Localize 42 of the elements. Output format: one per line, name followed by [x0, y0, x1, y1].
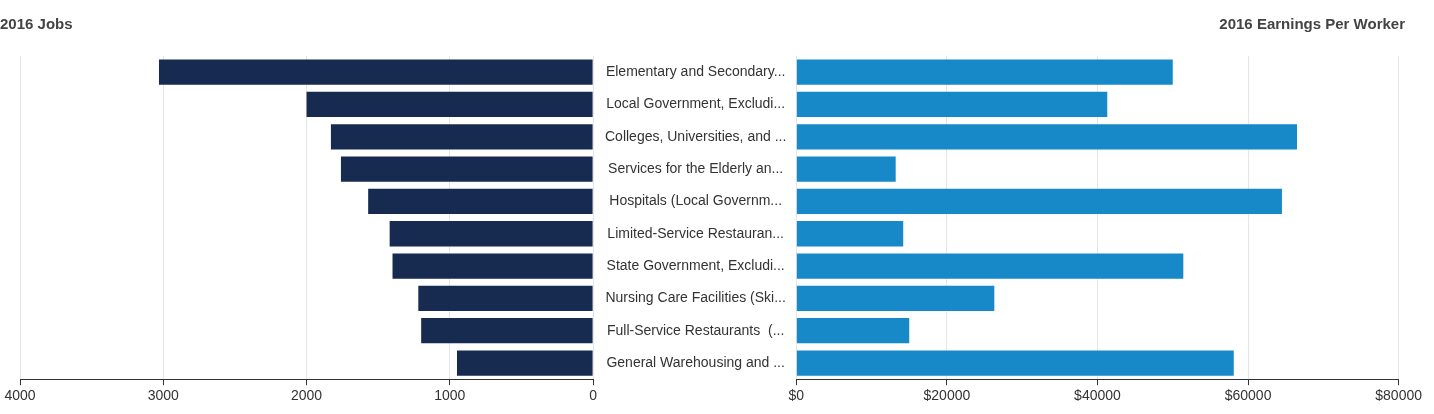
x-tick-label: 0: [589, 387, 598, 404]
bar: [796, 156, 896, 182]
bar: [340, 156, 593, 182]
bar: [796, 91, 1108, 118]
chart-title: 2016 Earnings Per Worker: [1219, 15, 1406, 33]
bar: [158, 59, 593, 85]
y-tick-label: Limited-Service Restauran...: [607, 224, 784, 241]
bar: [392, 253, 593, 279]
bar: [796, 253, 1184, 279]
bar: [796, 221, 904, 247]
bar: [421, 318, 593, 344]
bar: [389, 221, 593, 247]
y-tick-label: Local Government, Excludi...: [606, 95, 786, 112]
x-tick-label: 4000: [4, 387, 36, 404]
y-tick-label: Services for the Elderly an...: [608, 159, 784, 176]
y-tick-label: State Government, Excludi...: [606, 256, 785, 273]
bar: [796, 188, 1282, 215]
bar: [796, 124, 1297, 150]
y-tick-label: Elementary and Secondary...: [605, 63, 786, 80]
y-tick-label: Hospitals (Local Governm...: [609, 192, 783, 209]
y-tick-label: Nursing Care Facilities (Ski...: [605, 289, 786, 306]
bar: [306, 91, 593, 118]
x-tick-label: $60000: [1224, 387, 1272, 404]
x-tick-label: $40000: [1074, 387, 1122, 404]
y-tick-label: Full-Service Restaurants (...: [606, 321, 785, 338]
x-tick-label: $0: [788, 387, 805, 404]
bar: [796, 318, 910, 344]
bar: [456, 350, 593, 376]
y-tick-label: Colleges, Universities, and ...: [605, 127, 787, 144]
chart-title: 2016 Jobs: [0, 15, 73, 33]
bar: [796, 285, 995, 312]
x-tick-label: 1000: [434, 387, 466, 404]
x-tick-label: 3000: [147, 387, 180, 404]
x-tick-label: 2000: [290, 387, 323, 404]
bar: [796, 350, 1234, 376]
bar: [418, 285, 593, 312]
bar: [796, 59, 1173, 85]
x-tick-label: $80000: [1375, 387, 1423, 404]
bar: [330, 124, 593, 150]
y-tick-label: General Warehousing and ...: [606, 353, 785, 370]
x-tick-label: $20000: [923, 387, 971, 404]
bar: [368, 188, 593, 215]
